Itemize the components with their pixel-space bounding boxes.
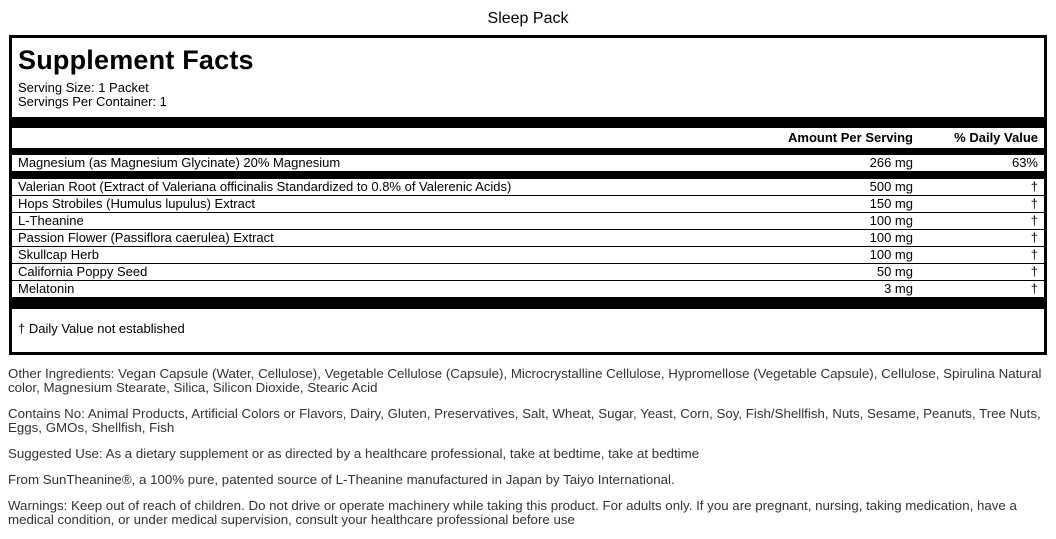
- suggested-use-paragraph: Suggested Use: As a dietary supplement o…: [8, 446, 700, 461]
- page-title: Sleep Pack: [487, 10, 569, 27]
- ingredient-name: Hops Strobiles (Humulus lupulus) Extract: [18, 196, 255, 211]
- table-row-magnesium: Magnesium (as Magnesium Glycinate) 20% M…: [12, 155, 1044, 171]
- ingredient-name: L-Theanine: [18, 213, 84, 228]
- divider-bar-below-header: [12, 148, 1044, 155]
- daily-value-footnote: † Daily Value not established: [18, 321, 185, 336]
- header-amount-per-serving: Amount Per Serving: [788, 130, 913, 145]
- ingredient-name: California Poppy Seed: [18, 264, 148, 279]
- ingredient-amount: 100 mg: [869, 213, 913, 228]
- ingredient-name: Skullcap Herb: [18, 247, 99, 262]
- table-row-california-poppy-seed: California Poppy Seed 50 mg †: [12, 264, 1044, 281]
- ingredient-daily-value: †: [1030, 230, 1038, 245]
- header-percent-daily-value: % Daily Value: [954, 130, 1038, 145]
- table-row-melatonin: Melatonin 3 mg †: [12, 281, 1044, 297]
- ingredient-name: Melatonin: [18, 281, 75, 296]
- servings-per-container-line: Servings Per Container: 1: [18, 94, 167, 109]
- contains-no-paragraph: Contains No: Animal Products, Artificial…: [8, 406, 1041, 435]
- ingredient-amount: 50 mg: [876, 264, 913, 279]
- ingredient-daily-value: †: [1030, 247, 1038, 262]
- other-ingredients-paragraph: Other Ingredients: Vegan Capsule (Water,…: [8, 366, 1042, 395]
- ingredient-amount: 100 mg: [869, 230, 913, 245]
- warnings-paragraph: Warnings: Keep out of reach of children.…: [8, 498, 1017, 527]
- ingredient-amount: 150 mg: [869, 196, 913, 211]
- table-row-skullcap-herb: Skullcap Herb 100 mg †: [12, 247, 1044, 264]
- ingredient-name: Magnesium (as Magnesium Glycinate) 20% M…: [18, 155, 341, 170]
- ingredient-daily-value: †: [1030, 213, 1038, 228]
- ingredient-daily-value: †: [1030, 264, 1038, 279]
- table-row-passion-flower: Passion Flower (Passiflora caerulea) Ext…: [12, 230, 1044, 247]
- thick-divider-bar-bottom: [12, 297, 1044, 309]
- ingredient-name: Passion Flower (Passiflora caerulea) Ext…: [18, 230, 274, 245]
- thick-divider-bar-top: [12, 117, 1044, 128]
- ingredient-amount: 500 mg: [869, 179, 913, 194]
- label-footer-text: Other Ingredients: Vegan Capsule (Water,…: [8, 367, 1048, 527]
- table-row-hops-strobiles: Hops Strobiles (Humulus lupulus) Extract…: [12, 196, 1044, 213]
- table-header-row: Amount Per Serving % Daily Value: [12, 128, 1044, 148]
- divider-bar-below-magnesium: [12, 171, 1044, 179]
- table-row-valerian-root: Valerian Root (Extract of Valeriana offi…: [12, 179, 1044, 196]
- suntheanine-paragraph: From SunTheanine®, a 100% pure, patented…: [8, 472, 675, 487]
- table-row-l-theanine: L-Theanine 100 mg †: [12, 213, 1044, 230]
- serving-size-line: Serving Size: 1 Packet: [18, 80, 149, 95]
- ingredient-amount: 100 mg: [869, 247, 913, 262]
- supplement-facts-panel: Supplement Facts Serving Size: 1 Packet …: [9, 35, 1047, 355]
- ingredient-daily-value: †: [1030, 196, 1038, 211]
- ingredient-daily-value: †: [1030, 179, 1038, 194]
- ingredient-daily-value: †: [1030, 281, 1038, 296]
- ingredient-name: Valerian Root (Extract of Valeriana offi…: [18, 179, 512, 194]
- ingredient-amount: 266 mg: [869, 155, 913, 170]
- ingredient-daily-value: 63%: [1011, 155, 1038, 170]
- ingredient-amount: 3 mg: [884, 281, 913, 296]
- supplement-facts-heading: Supplement Facts: [18, 45, 254, 75]
